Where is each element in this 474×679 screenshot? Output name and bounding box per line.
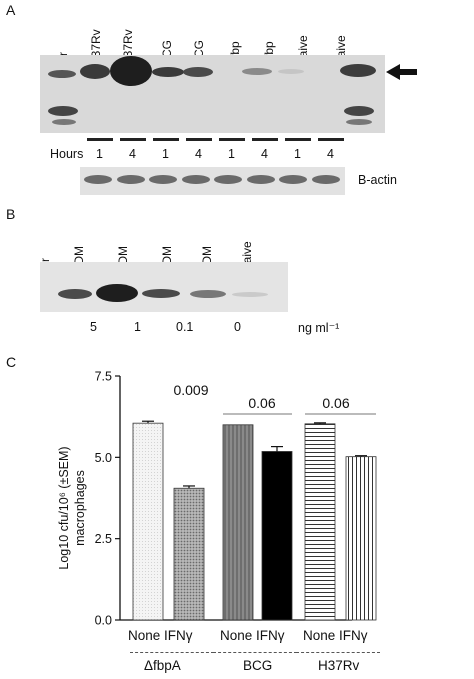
hours-label: Hours xyxy=(50,147,84,161)
condition-label: None IFNγ xyxy=(303,628,368,643)
y-tick-label: 0.0 xyxy=(95,614,112,628)
panel-a-letter: A xyxy=(6,2,16,18)
dose-value: 5 xyxy=(90,320,97,334)
band-tdm-0-1 xyxy=(142,289,180,298)
lane-underline xyxy=(87,138,113,141)
band-tdm-0 xyxy=(190,290,226,298)
condition-label: None IFNγ xyxy=(128,628,193,643)
group-label: ΔfbpA xyxy=(144,658,181,673)
band-tdm-5 xyxy=(58,289,92,299)
condition-label: None IFNγ xyxy=(220,628,285,643)
lane-underline xyxy=(153,138,179,141)
p-value-label: 0.009 xyxy=(173,382,208,398)
b-actin-band xyxy=(311,175,340,184)
hour-value: 4 xyxy=(261,147,268,161)
band-naive-4 xyxy=(340,64,376,77)
group-label: BCG xyxy=(243,658,273,673)
marker-band xyxy=(48,106,78,116)
group-dash-line xyxy=(130,652,214,653)
y-axis-label-line1: Log10 cfu/10⁶ (±SEM) xyxy=(57,446,71,570)
marker-band xyxy=(346,119,372,125)
group-label: H37Rv xyxy=(318,658,360,673)
lane-underline xyxy=(186,138,212,141)
marker-band xyxy=(344,106,374,116)
band-h37rv-1 xyxy=(80,64,110,79)
band-naive-1 xyxy=(278,69,304,74)
band-h37rv-4 xyxy=(110,56,152,86)
hour-value: 1 xyxy=(96,147,103,161)
bar xyxy=(222,424,254,621)
y-tick-label: 2.5 xyxy=(95,532,112,546)
bar xyxy=(132,422,164,621)
band-naive xyxy=(232,292,268,297)
b-actin-label: B-actin xyxy=(358,173,397,187)
hour-value: 1 xyxy=(162,147,169,161)
dose-value: 0 xyxy=(234,320,241,334)
band-bcg-4 xyxy=(183,67,213,77)
group-dash-line xyxy=(213,652,297,653)
b-actin-band xyxy=(214,175,242,184)
bar xyxy=(304,423,336,621)
b-actin-band xyxy=(116,175,145,184)
lane-underline xyxy=(120,138,146,141)
p-value-label: 0.06 xyxy=(248,395,275,411)
dose-value: 0.1 xyxy=(176,320,194,334)
marker-band xyxy=(48,70,76,78)
hour-value: 1 xyxy=(294,147,301,161)
arrow-left-icon xyxy=(386,64,417,80)
panel-b-letter: B xyxy=(6,206,16,222)
bar xyxy=(173,487,205,621)
b-actin-band xyxy=(149,175,177,184)
hour-value: 4 xyxy=(327,147,334,161)
marker-band xyxy=(52,119,76,125)
hour-value: 1 xyxy=(228,147,235,161)
dose-value: 1 xyxy=(134,320,141,334)
group-dash-line xyxy=(296,652,380,653)
panel-c-letter: C xyxy=(6,354,17,370)
lane-underline xyxy=(285,138,311,141)
band-bcg-1 xyxy=(152,67,184,77)
b-actin-band xyxy=(279,175,307,184)
bar xyxy=(345,456,377,621)
p-value-label: 0.06 xyxy=(322,395,349,411)
hour-value: 4 xyxy=(129,147,136,161)
bar-chart: 0.0 2.5 5.0 7.5 0.009 0.06 0.06 xyxy=(95,370,377,628)
y-axis-label-line2: macrophages xyxy=(73,470,87,546)
dose-unit: ng ml⁻¹ xyxy=(298,321,340,335)
band-fbp-4 xyxy=(242,68,272,75)
hour-value: 4 xyxy=(195,147,202,161)
b-actin-band xyxy=(181,175,210,184)
y-tick-label: 5.0 xyxy=(95,451,112,465)
band-tdm-1 xyxy=(96,284,138,302)
bar xyxy=(261,451,293,621)
lane-underline xyxy=(252,138,278,141)
panel-b-blot xyxy=(40,262,288,312)
b-actin-band xyxy=(84,175,112,184)
lane-underline xyxy=(318,138,344,141)
y-tick-label: 7.5 xyxy=(95,370,112,384)
b-actin-band xyxy=(246,175,275,184)
lane-underline xyxy=(219,138,245,141)
